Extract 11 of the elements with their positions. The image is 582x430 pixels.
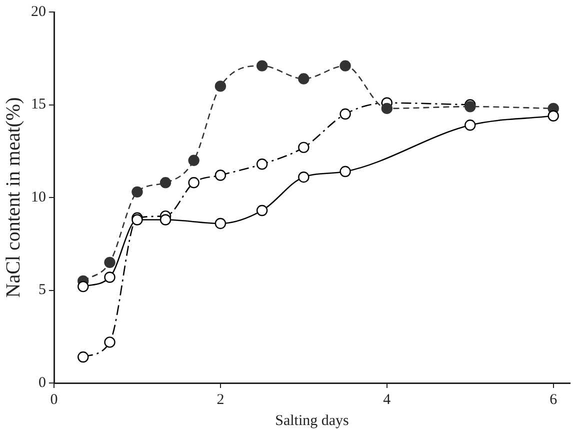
- x-axis-title: Salting days: [275, 412, 350, 429]
- x-tick-label: 6: [550, 392, 558, 408]
- x-tick-label: 0: [50, 392, 58, 408]
- y-axis-title: NaCl content in meat(%): [2, 97, 24, 298]
- y-tick-label: 15: [31, 96, 46, 113]
- y-tick-label: 20: [31, 4, 46, 20]
- x-tick-label: 2: [216, 392, 224, 408]
- y-tick-label: 5: [38, 282, 46, 298]
- y-tick-label: 10: [31, 189, 46, 206]
- x-tick-label: 4: [383, 392, 392, 408]
- y-tick-label: 0: [38, 374, 46, 391]
